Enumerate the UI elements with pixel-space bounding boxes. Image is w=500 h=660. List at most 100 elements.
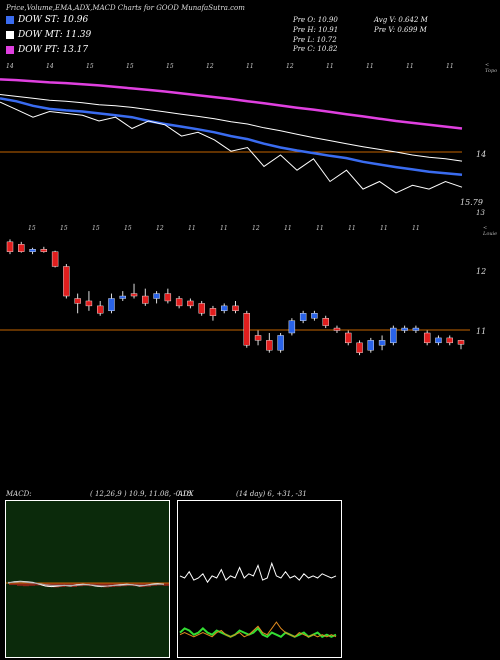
candle-body — [367, 340, 374, 351]
price-top-tick-label: 11 — [380, 225, 388, 232]
candle — [142, 288, 149, 306]
candle-body — [322, 318, 329, 326]
candle-body — [119, 295, 126, 299]
candle-body — [142, 295, 149, 304]
candle-body — [435, 337, 442, 344]
candle-body — [18, 244, 25, 252]
adx-title: ADX — [178, 490, 194, 498]
stat-low: Pre L: 10.72 — [293, 36, 337, 44]
ema-top-tick-label: 15 — [166, 63, 174, 70]
ema-series-price — [0, 101, 463, 194]
candle — [29, 247, 36, 255]
candle-body — [108, 298, 115, 312]
price-top-tick-label: 12 — [252, 225, 260, 232]
price-top-tick-label: 15 — [60, 225, 68, 232]
candle — [63, 264, 70, 299]
candle-body — [63, 266, 70, 297]
ema-top-tick-label: 11 — [366, 63, 374, 70]
legend-label-mt: DOW MT: 11.39 — [18, 30, 92, 40]
price-top-tick-label: 11 — [316, 225, 324, 232]
stat-open: Pre O: 10.90 — [293, 16, 338, 24]
candle — [108, 293, 115, 314]
candle-body — [243, 313, 250, 346]
candle — [232, 300, 239, 314]
candle-body — [254, 335, 262, 341]
legend-swatch-blue — [6, 16, 14, 24]
ema-top-tick-label: 11 — [246, 63, 254, 70]
price-corner-label: < Louie — [483, 225, 498, 237]
candle-body — [96, 305, 104, 314]
candle-body — [209, 308, 217, 316]
ema-top-tick-label: 11 — [446, 63, 454, 70]
stat-close: Pre C: 10.82 — [293, 45, 338, 53]
candle — [423, 330, 431, 346]
ema-series-dow-st — [0, 97, 463, 176]
legend-swatch-white — [6, 31, 14, 39]
macd-params: ( 12,26,9 ) 10.9, 11.08, -0.18 — [90, 490, 192, 498]
candle — [153, 291, 160, 304]
price-top-tick-label: 11 — [412, 225, 420, 232]
candle-body — [85, 300, 93, 307]
candle — [367, 337, 374, 353]
candle — [40, 246, 48, 253]
price-top-tick-label: 12 — [156, 225, 164, 232]
candle-body — [198, 303, 205, 314]
legend-label-st: DOW ST: 10.96 — [18, 15, 89, 25]
candle-body — [311, 313, 318, 319]
candle-body — [423, 332, 431, 344]
candle-body — [40, 249, 48, 252]
adx-series-di — [179, 561, 337, 584]
candle-body — [29, 249, 36, 252]
candle — [390, 325, 397, 346]
candle — [18, 241, 25, 253]
candle — [187, 298, 194, 309]
ema-top-tick-label: 15 — [126, 63, 134, 70]
candle — [266, 332, 273, 353]
candle-body — [187, 300, 194, 307]
ema-series-dow-pt — [0, 78, 463, 130]
price-top-tick-label: 15 — [92, 225, 100, 232]
ema-corner-label: < Topo — [485, 62, 498, 74]
candle — [345, 330, 352, 346]
candle-body — [333, 327, 341, 331]
candle — [119, 291, 126, 301]
candle-body — [266, 340, 273, 351]
candlestick-chart: 15 15 15 15 12 11 11 12 11 11 11 11 11 — [0, 225, 470, 356]
candle — [412, 325, 420, 333]
candle-body — [74, 298, 81, 304]
price-top-tick-label: 15 — [28, 225, 36, 232]
macd-title: MACD: — [6, 490, 32, 498]
macd-background — [6, 501, 169, 657]
ema-right-label-1: 14 — [476, 150, 487, 159]
ema-series-dow-mt — [0, 94, 463, 162]
candle-body — [153, 293, 160, 299]
ema-top-tick-label: 14 — [6, 63, 14, 70]
candle — [288, 318, 296, 336]
candle-body — [356, 342, 363, 353]
candle — [356, 340, 363, 356]
candle-body — [51, 251, 59, 267]
chart-title: Price,Volume,EMA,ADX,MACD Charts for GOO… — [6, 4, 245, 12]
candle — [175, 296, 183, 309]
legend-label-pt: DOW PT: 13.17 — [18, 45, 89, 55]
candle — [51, 250, 59, 268]
ema-top-tick-label: 12 — [206, 63, 214, 70]
candle-body — [164, 293, 172, 302]
price-top-tick-label: 15 — [124, 225, 132, 232]
candle-body — [378, 340, 386, 346]
ema-top-tick-label: 11 — [406, 63, 414, 70]
candle — [6, 239, 14, 255]
ema-top-tick-label: 15 — [86, 63, 94, 70]
candle — [243, 310, 250, 348]
candle — [130, 283, 138, 299]
candle — [435, 335, 442, 346]
price-right-label-11: 11 — [476, 327, 487, 336]
candle-body — [232, 305, 239, 312]
ema-last-price: 15.79 — [460, 198, 483, 207]
ema-chart: 14 14 15 15 15 12 11 12 11 11 11 11 — [0, 63, 463, 194]
macd-series-signal — [8, 581, 164, 587]
ema-top-tick-label: 11 — [326, 63, 334, 70]
price-top-tick-label: 11 — [348, 225, 356, 232]
candle-body — [277, 335, 284, 351]
stat-avg-volume: Avg V: 0.642 M — [374, 16, 428, 24]
